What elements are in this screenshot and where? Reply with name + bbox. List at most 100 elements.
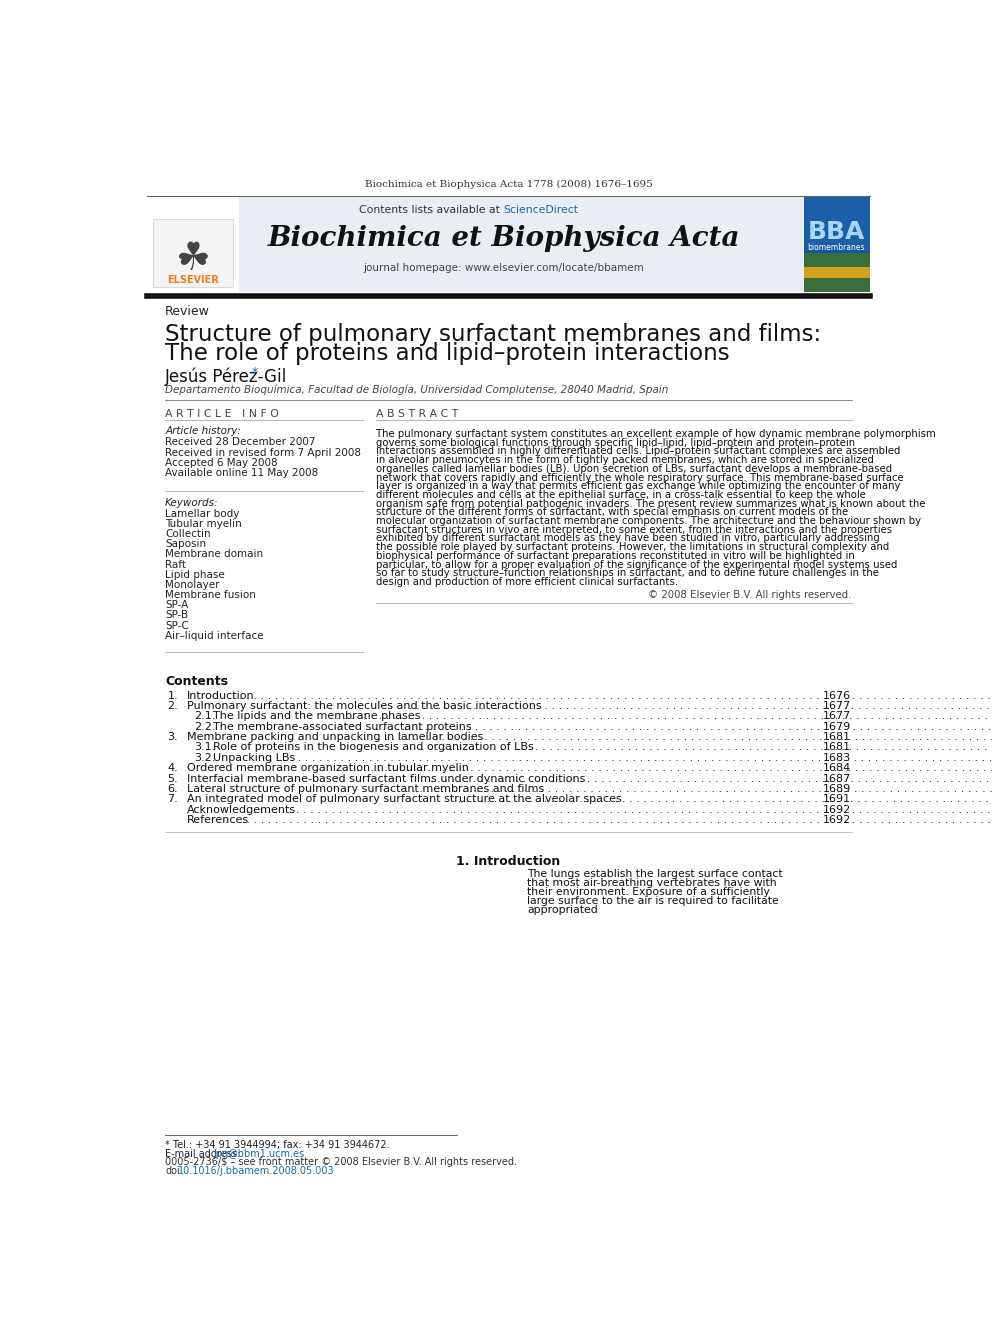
Text: References: References [186, 815, 249, 826]
Text: Accepted 6 May 2008: Accepted 6 May 2008 [165, 458, 278, 468]
Text: 2.1.: 2.1. [194, 712, 216, 721]
Text: the possible role played by surfactant proteins. However, the limitations in str: the possible role played by surfactant p… [376, 542, 889, 552]
Text: © 2008 Elsevier B.V. All rights reserved.: © 2008 Elsevier B.V. All rights reserved… [649, 590, 852, 601]
Text: SP-C: SP-C [165, 620, 188, 631]
Text: Raft: Raft [165, 560, 186, 569]
Text: . . . . . . . . . . . . . . . . . . . . . . . . . . . . . . . . . . . . . . . . : . . . . . . . . . . . . . . . . . . . . … [225, 815, 992, 826]
Text: *: * [252, 366, 258, 380]
Text: network that covers rapidly and efficiently the whole respiratory surface. This : network that covers rapidly and efficien… [376, 472, 904, 483]
Text: Article history:: Article history: [165, 426, 241, 437]
Text: 1681: 1681 [822, 732, 851, 742]
Text: 3.: 3. [168, 732, 178, 742]
Text: Received in revised form 7 April 2008: Received in revised form 7 April 2008 [165, 447, 361, 458]
Text: Jesús Pérez-Gil: Jesús Pérez-Gil [165, 368, 288, 386]
Text: 0005-2736/$ – see front matter © 2008 Elsevier B.V. All rights reserved.: 0005-2736/$ – see front matter © 2008 El… [165, 1156, 517, 1167]
Text: 1679: 1679 [822, 722, 851, 732]
Text: 2.2.: 2.2. [194, 722, 216, 732]
Text: Lipid phase: Lipid phase [165, 570, 225, 579]
Text: 1.: 1. [168, 691, 178, 700]
Text: structure of the different forms of surfactant, with special emphasis on current: structure of the different forms of surf… [376, 507, 848, 517]
Text: * Tel.: +34 91 3944994; fax: +34 91 3944672.: * Tel.: +34 91 3944994; fax: +34 91 3944… [165, 1139, 390, 1150]
Text: Pulmonary surfactant: the molecules and the basic interactions: Pulmonary surfactant: the molecules and … [186, 701, 542, 710]
Text: 10.1016/j.bbamem.2008.05.003: 10.1016/j.bbamem.2008.05.003 [178, 1166, 334, 1176]
Text: 1677: 1677 [822, 701, 851, 710]
Text: appropriated: appropriated [527, 905, 598, 916]
Text: Monolayer: Monolayer [165, 579, 219, 590]
Text: The role of proteins and lipid–protein interactions: The role of proteins and lipid–protein i… [165, 343, 730, 365]
Text: Review: Review [165, 304, 210, 318]
Text: Keywords:: Keywords: [165, 497, 218, 508]
Text: Saposin: Saposin [165, 540, 206, 549]
Text: . . . . . . . . . . . . . . . . . . . . . . . . . . . . . . . . . . . . . . . . : . . . . . . . . . . . . . . . . . . . . … [368, 722, 992, 732]
Text: Received 28 December 2007: Received 28 December 2007 [165, 437, 315, 447]
Text: ☘: ☘ [176, 239, 210, 278]
Text: 3.1.: 3.1. [194, 742, 216, 753]
Text: 1681: 1681 [822, 742, 851, 753]
Text: Role of proteins in the biogenesis and organization of LBs: Role of proteins in the biogenesis and o… [213, 742, 534, 753]
Text: Air–liquid interface: Air–liquid interface [165, 631, 264, 640]
Text: Contents: Contents [165, 675, 228, 688]
Text: design and production of more efficient clinical surfactants.: design and production of more efficient … [376, 577, 678, 587]
Text: The membrane-associated surfactant proteins: The membrane-associated surfactant prote… [213, 722, 472, 732]
Bar [154, 218, 232, 287]
Text: Lamellar body: Lamellar body [165, 509, 239, 519]
Text: Membrane fusion: Membrane fusion [165, 590, 256, 601]
Text: 5.: 5. [168, 774, 178, 783]
Bar [147, 197, 239, 292]
Text: Structure of pulmonary surfactant membranes and films:: Structure of pulmonary surfactant membra… [165, 323, 821, 345]
Text: journal homepage: www.elsevier.com/locate/bbamem: journal homepage: www.elsevier.com/locat… [363, 263, 644, 273]
Text: BBA: BBA [807, 220, 865, 243]
Text: surfactant structures in vivo are interpreted, to some extent, from the interact: surfactant structures in vivo are interp… [376, 525, 892, 534]
Text: in alveolar pneumocytes in the form of tightly packed membranes, which are store: in alveolar pneumocytes in the form of t… [376, 455, 874, 466]
Text: SP-A: SP-A [165, 601, 188, 610]
Text: . . . . . . . . . . . . . . . . . . . . . . . . . . . . . . . . . . . . . . . . : . . . . . . . . . . . . . . . . . . . . … [363, 732, 992, 742]
Text: Acknowledgements: Acknowledgements [186, 804, 296, 815]
Text: 1689: 1689 [822, 785, 851, 794]
Text: 1691: 1691 [822, 795, 851, 804]
Text: ScienceDirect: ScienceDirect [504, 205, 578, 216]
Text: doi:: doi: [165, 1166, 184, 1176]
Bar [804, 197, 870, 251]
Text: molecular organization of surfactant membrane components. The architecture and t: molecular organization of surfactant mem… [376, 516, 921, 527]
Text: 1684: 1684 [822, 763, 851, 773]
Text: organelles called lamellar bodies (LB). Upon secretion of LBs, surfactant develo: organelles called lamellar bodies (LB). … [376, 464, 892, 474]
Text: layer is organized in a way that permits efficient gas exchange while optimizing: layer is organized in a way that permits… [376, 482, 901, 491]
Text: biophysical performance of surfactant preparations reconstituted in vitro will b: biophysical performance of surfactant pr… [376, 550, 855, 561]
Text: interactions assembled in highly differentiated cells. Lipid–protein surfactant : interactions assembled in highly differe… [376, 446, 901, 456]
Text: An integrated model of pulmonary surfactant structure at the alveolar spaces: An integrated model of pulmonary surfact… [186, 795, 622, 804]
Bar [804, 197, 870, 292]
Text: Tubular myelin: Tubular myelin [165, 519, 242, 529]
Text: Biochimica et Biophysica Acta 1778 (2008) 1676–1695: Biochimica et Biophysica Acta 1778 (2008… [364, 180, 653, 189]
Text: . . . . . . . . . . . . . . . . . . . . . . . . . . . . . . . . . . . . . . . . : . . . . . . . . . . . . . . . . . . . . … [405, 785, 992, 794]
Text: Available online 11 May 2008: Available online 11 May 2008 [165, 468, 318, 479]
Text: Interfacial membrane-based surfactant films under dynamic conditions: Interfacial membrane-based surfactant fi… [186, 774, 585, 783]
Text: Introduction: Introduction [186, 691, 254, 700]
Text: ELSEVIER: ELSEVIER [167, 275, 219, 286]
Text: . . . . . . . . . . . . . . . . . . . . . . . . . . . . . . . . . . . . . . . . : . . . . . . . . . . . . . . . . . . . . … [262, 753, 992, 763]
Text: SP-B: SP-B [165, 610, 188, 620]
Text: biomembranes: biomembranes [807, 243, 865, 251]
Text: . . . . . . . . . . . . . . . . . . . . . . . . . . . . . . . . . . . . . . . . : . . . . . . . . . . . . . . . . . . . . … [355, 763, 992, 773]
Text: 1683: 1683 [822, 753, 851, 763]
Text: Membrane packing and unpacking in lamellar bodies: Membrane packing and unpacking in lamell… [186, 732, 483, 742]
Text: 1692: 1692 [822, 815, 851, 826]
Text: Lateral structure of pulmonary surfactant membranes and films: Lateral structure of pulmonary surfactan… [186, 785, 544, 794]
Text: Biochimica et Biophysica Acta: Biochimica et Biophysica Acta [268, 225, 740, 251]
Text: that most air-breathing vertebrates have with: that most air-breathing vertebrates have… [527, 878, 777, 888]
Text: 3.2.: 3.2. [194, 753, 216, 763]
Text: so far to study structure–function relationships in surfactant, and to define fu: so far to study structure–function relat… [376, 569, 879, 578]
Text: their environment. Exposure of a sufficiently: their environment. Exposure of a suffici… [527, 886, 770, 897]
Text: . . . . . . . . . . . . . . . . . . . . . . . . . . . . . . . . . . . . . . . . : . . . . . . . . . . . . . . . . . . . . … [430, 774, 992, 783]
Text: Ordered membrane organization in tubular myelin: Ordered membrane organization in tubular… [186, 763, 468, 773]
Text: A B S T R A C T: A B S T R A C T [376, 409, 458, 419]
Text: 4.: 4. [168, 763, 179, 773]
Bar [804, 266, 870, 278]
Text: different molecules and cells at the epithelial surface, in a cross-talk essenti: different molecules and cells at the epi… [376, 490, 866, 500]
Text: 1. Introduction: 1. Introduction [456, 855, 560, 868]
Text: 1687: 1687 [822, 774, 851, 783]
Text: . . . . . . . . . . . . . . . . . . . . . . . . . . . . . . . . . . . . . . . . : . . . . . . . . . . . . . . . . . . . . … [232, 691, 992, 700]
Text: . . . . . . . . . . . . . . . . . . . . . . . . . . . . . . . . . . . . . . . . : . . . . . . . . . . . . . . . . . . . . … [421, 742, 992, 753]
Text: large surface to the air is required to facilitate: large surface to the air is required to … [527, 896, 779, 906]
Text: governs some biological functions through specific lipid–lipid, lipid–protein an: governs some biological functions throug… [376, 438, 855, 447]
Text: organism safe from potential pathogenic invaders. The present review summarizes : organism safe from potential pathogenic … [376, 499, 926, 508]
